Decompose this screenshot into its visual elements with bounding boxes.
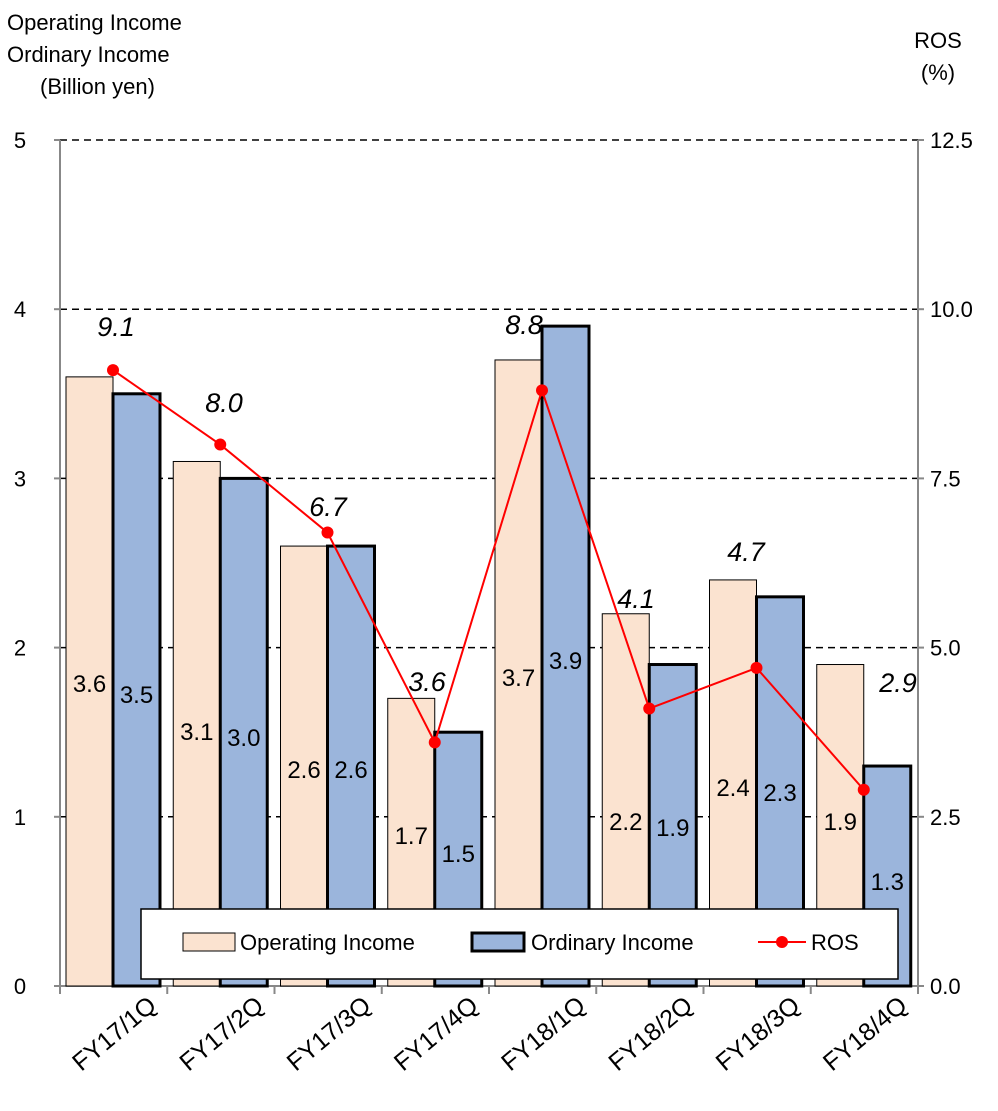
ros-value-label: 8.8 — [505, 310, 543, 340]
right-tick-label: 0.0 — [930, 974, 961, 999]
ordinary-income-value-label: 3.9 — [549, 648, 582, 675]
left-axis-title-line: Operating Income — [7, 10, 182, 35]
operating-income-value-label: 1.9 — [824, 809, 857, 836]
left-tick-label: 4 — [14, 297, 26, 322]
ros-point — [751, 662, 763, 674]
category-label: FY18/1Q — [496, 991, 591, 1077]
legend-label: Operating Income — [240, 930, 415, 955]
ros-point — [214, 439, 226, 451]
right-tick-label: 2.5 — [930, 805, 961, 830]
ros-value-label: 9.1 — [97, 312, 135, 342]
ordinary-income-value-label: 2.3 — [763, 780, 796, 807]
legend-label: ROS — [811, 930, 859, 955]
operating-income-value-label: 3.6 — [73, 671, 106, 698]
ordinary-income-value-label: 3.0 — [227, 725, 260, 752]
category-label: FY17/1Q — [67, 991, 162, 1077]
category-label: FY17/3Q — [282, 991, 377, 1077]
ros-value-label: 4.1 — [617, 584, 655, 614]
category-label: FY18/3Q — [711, 991, 806, 1077]
left-axis-title-line: Ordinary Income — [7, 42, 170, 67]
category-label: FY17/2Q — [174, 991, 269, 1077]
left-tick-label: 5 — [14, 128, 26, 153]
ros-point — [858, 784, 870, 796]
left-tick-label: 3 — [14, 466, 26, 491]
ros-point — [322, 527, 334, 539]
ordinary-income-value-label: 1.3 — [871, 869, 904, 896]
left-axis-title-line: (Billion yen) — [40, 74, 155, 99]
operating-income-value-label: 1.7 — [395, 823, 428, 850]
left-tick-label: 1 — [14, 805, 26, 830]
operating-income-value-label: 2.6 — [287, 757, 320, 784]
operating-income-value-label: 2.4 — [716, 775, 749, 802]
ordinary-income-value-label: 3.5 — [120, 682, 153, 709]
ros-value-label: 3.6 — [408, 667, 447, 697]
ordinary-income-value-label: 2.6 — [334, 757, 367, 784]
ros-value-label: 2.9 — [878, 668, 917, 698]
ordinary-income-value-label: 1.9 — [656, 815, 689, 842]
ros-point — [536, 384, 548, 396]
right-tick-label: 10.0 — [930, 297, 973, 322]
ordinary-income-value-label: 1.5 — [442, 841, 475, 868]
ros-point — [429, 736, 441, 748]
right-axis-title-line: (%) — [921, 60, 955, 85]
ros-value-label: 6.7 — [309, 492, 348, 522]
operating-income-value-label: 3.7 — [502, 665, 535, 692]
ros-value-label: 8.0 — [205, 388, 243, 418]
legend-ordinary-swatch — [472, 933, 524, 951]
right-tick-label: 7.5 — [930, 466, 961, 491]
operating-income-value-label: 2.2 — [609, 809, 642, 836]
category-label: FY18/2Q — [603, 991, 698, 1077]
category-label: FY17/4Q — [389, 991, 484, 1077]
right-tick-label: 5.0 — [930, 636, 961, 661]
ros-point — [643, 703, 655, 715]
left-tick-label: 0 — [14, 974, 26, 999]
legend-ros-marker — [776, 936, 788, 948]
right-axis-title-line: ROS — [914, 28, 962, 53]
left-tick-label: 2 — [14, 636, 26, 661]
category-label: FY18/4Q — [818, 991, 913, 1077]
legend-label: Ordinary Income — [531, 930, 694, 955]
operating-income-value-label: 3.1 — [180, 719, 213, 746]
right-tick-label: 12.5 — [930, 128, 973, 153]
ros-value-label: 4.7 — [727, 537, 766, 567]
legend-operating-swatch — [183, 933, 235, 951]
ros-point — [107, 364, 119, 376]
